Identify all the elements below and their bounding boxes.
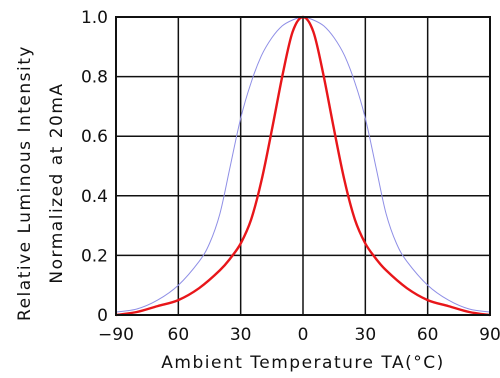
- x-tick-labels: −90 60 30 0 30 60 90: [98, 325, 500, 345]
- y-tick-label: 0.4: [81, 187, 108, 207]
- y-tick-label: 0.6: [81, 127, 108, 147]
- x-tick-label: 30: [355, 325, 377, 345]
- x-tick-label: 30: [230, 325, 252, 345]
- grid: [115, 16, 491, 316]
- x-axis-label: Ambient Temperature TA(°C): [161, 353, 444, 373]
- plot-frame: [115, 16, 491, 316]
- y-tick-labels: 0 0.2 0.4 0.6 0.8 1.0: [81, 8, 108, 326]
- x-tick-label: 0: [298, 325, 309, 345]
- y-tick-label: 1.0: [81, 8, 108, 28]
- y-axis-label-line2: Normalized at 20mA: [47, 82, 67, 283]
- y-axis-label-line1: Relative Luminous Intensity: [15, 45, 35, 321]
- x-tick-label: −90: [98, 325, 134, 345]
- x-tick-label: 60: [168, 325, 190, 345]
- x-tick-label: 90: [479, 325, 500, 345]
- y-tick-label: 0.2: [81, 246, 108, 266]
- x-tick-label: 60: [417, 325, 439, 345]
- y-tick-label: 0: [97, 306, 108, 326]
- y-tick-label: 0.8: [81, 68, 108, 88]
